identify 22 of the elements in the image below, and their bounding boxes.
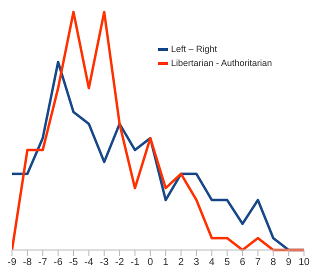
x-tick-label: -7 xyxy=(38,257,48,268)
x-tick-label: -1 xyxy=(130,257,140,268)
x-tick-label: 7 xyxy=(255,257,262,268)
x-tick-label: 0 xyxy=(148,257,154,268)
x-tick-label: 5 xyxy=(224,257,230,268)
x-tick-label: -8 xyxy=(22,257,32,268)
x-tick-label: -6 xyxy=(54,257,63,268)
x-tick-label: -4 xyxy=(84,257,94,268)
x-tick-label: 9 xyxy=(286,257,292,268)
legend-label: Libertarian - Authoritarian xyxy=(171,58,272,68)
x-tick-label: 8 xyxy=(270,257,276,268)
x-tick-label: -3 xyxy=(100,257,110,268)
x-tick-label: 1 xyxy=(162,257,169,268)
x-tick-label: -2 xyxy=(115,257,124,268)
legend-label: Left – Right xyxy=(171,44,218,54)
x-tick-label: -9 xyxy=(8,257,17,268)
x-tick-label: -5 xyxy=(69,257,78,268)
x-tick-label: 4 xyxy=(209,257,216,268)
x-tick-label: 2 xyxy=(178,257,184,268)
x-tick-label: 6 xyxy=(240,257,246,268)
x-tick-label: 10 xyxy=(298,257,310,268)
x-tick-label: 3 xyxy=(194,257,200,268)
